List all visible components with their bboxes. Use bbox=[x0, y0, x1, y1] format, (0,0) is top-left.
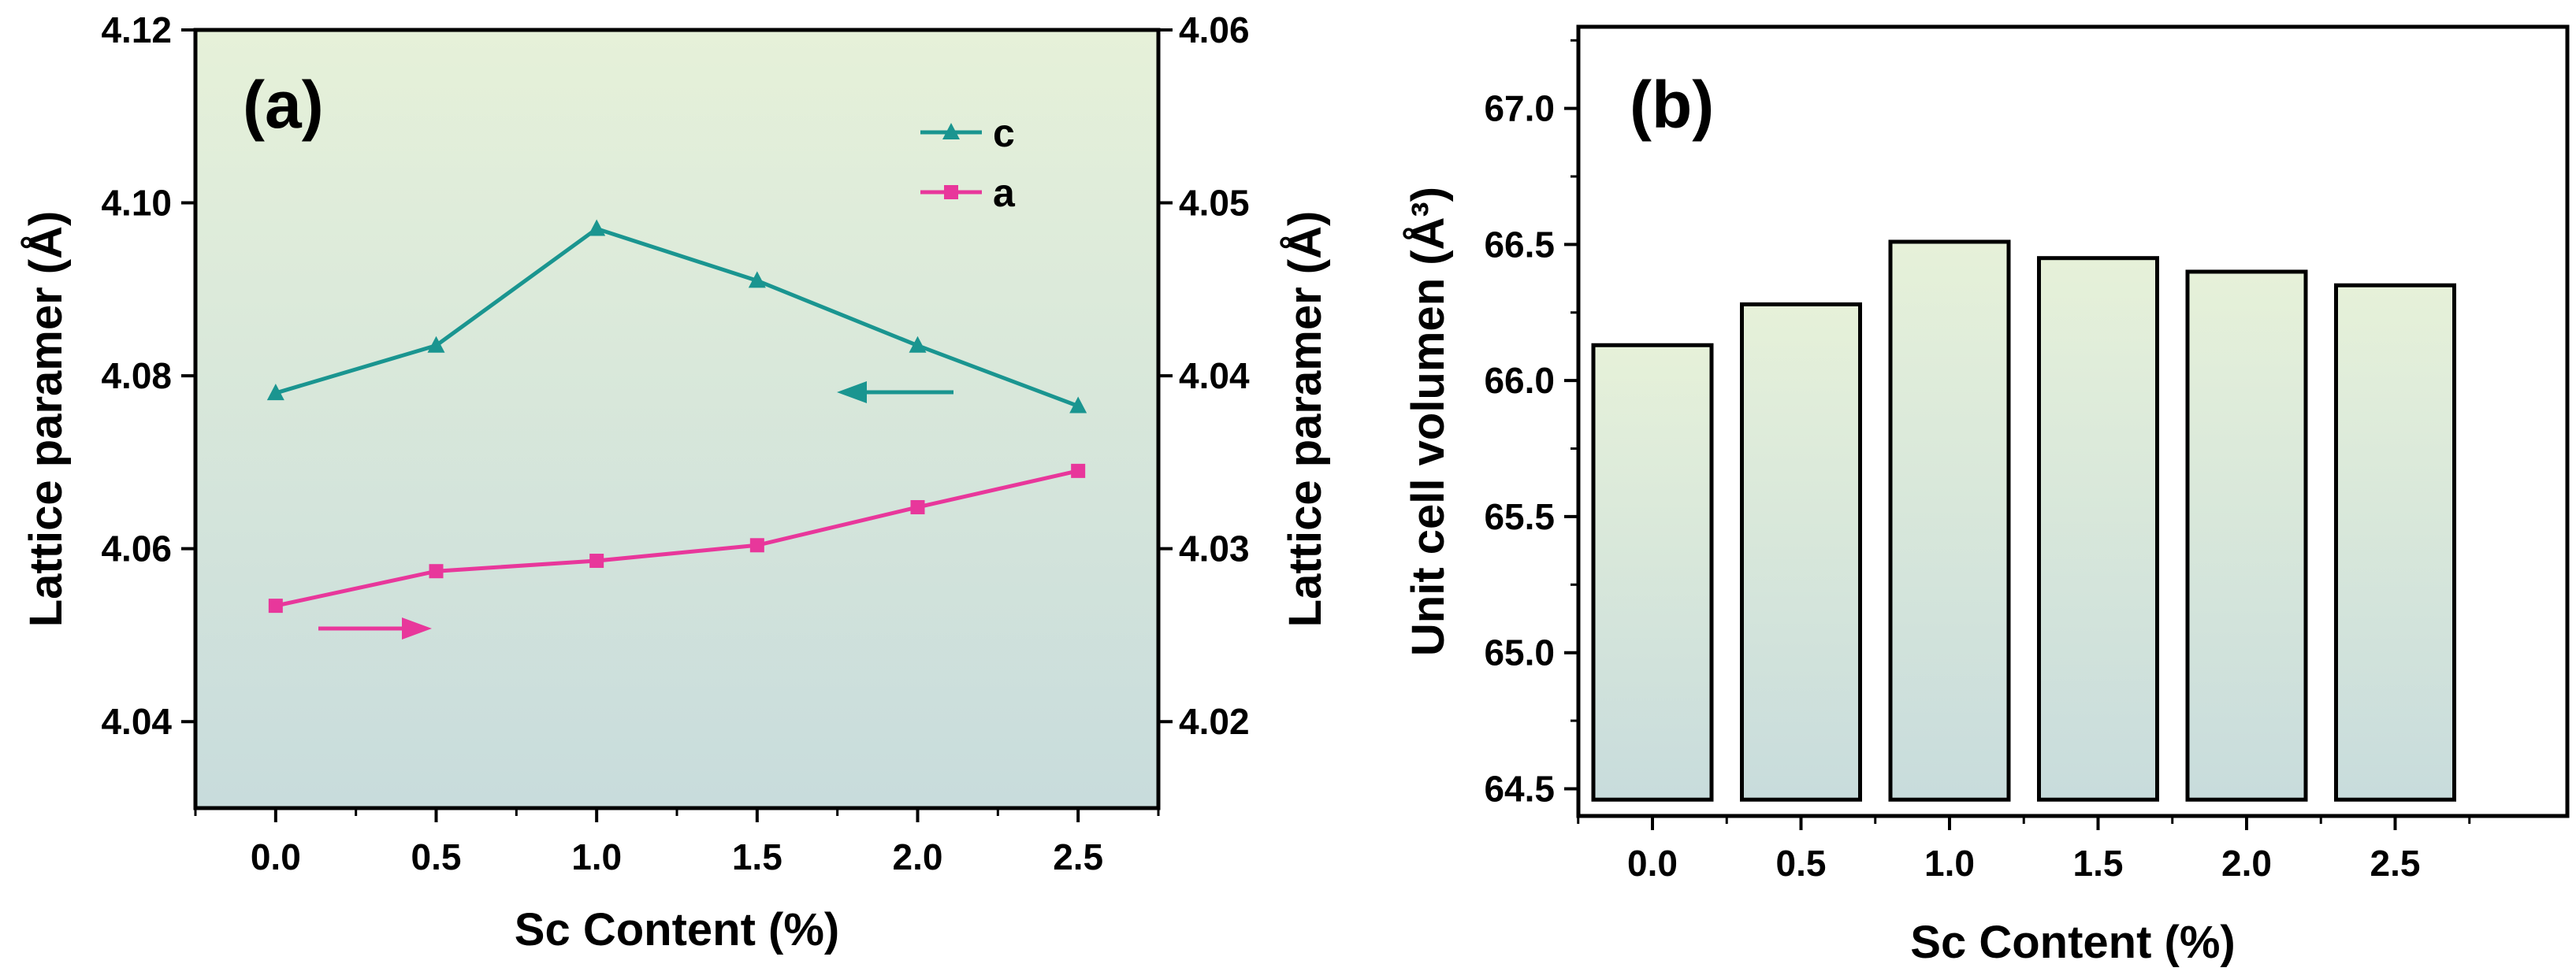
panel-a-label: (a) bbox=[243, 68, 324, 142]
panel-a-axis-arrows bbox=[318, 381, 953, 640]
panel-b-frame bbox=[1576, 24, 2570, 818]
x-tick-label: 0.5 bbox=[1776, 843, 1827, 884]
x-tick-label: 2.5 bbox=[1053, 836, 1103, 877]
left-y-tick-label: 4.08 bbox=[101, 355, 172, 396]
panel-a-series bbox=[266, 219, 1087, 614]
y-tick-label: 65.5 bbox=[1484, 496, 1555, 537]
left-y-tick-label: 4.06 bbox=[101, 528, 172, 569]
left-y-tick-label: 4.10 bbox=[101, 183, 172, 224]
series-line-a bbox=[275, 469, 1079, 608]
left-arrow-head bbox=[837, 381, 867, 403]
point-c bbox=[748, 271, 766, 288]
bar-2.5 bbox=[2334, 283, 2456, 802]
bar-1.5 bbox=[2037, 256, 2159, 802]
x-tick-label: 1.0 bbox=[1924, 843, 1975, 884]
point-a bbox=[589, 554, 604, 569]
left-y-tick-label: 4.12 bbox=[101, 9, 172, 50]
point-c bbox=[1069, 396, 1087, 413]
panel-a-ticks: 0.0 0.5 1.0 1.5 2.0 2.5 4.04 4.06 4.08 4.10 4.12 4.… bbox=[101, 9, 1249, 877]
panel-a-lattice-chart: 0.0 0.5 1.0 1.5 2.0 2.5 4.04 4.06 4.08 4.10 4.12 4.… bbox=[20, 9, 1331, 955]
right-arrow-head bbox=[402, 617, 432, 640]
x-tick-label: 0.0 bbox=[251, 836, 301, 877]
panel-a-left-y-axis-title: Lattice paramer (Å) bbox=[20, 211, 72, 628]
y-tick-label: 65.0 bbox=[1484, 632, 1555, 673]
point-a bbox=[1071, 463, 1086, 478]
x-tick-label: 2.5 bbox=[2370, 843, 2421, 884]
panel-a-legend: ca bbox=[920, 111, 1016, 215]
legend-marker-c bbox=[942, 123, 960, 139]
panel-a-plot-area bbox=[195, 30, 1158, 808]
x-tick-label: 1.5 bbox=[2073, 843, 2124, 884]
panel-b-y-axis-title: Unit cell volumen (Å³) bbox=[1403, 187, 1454, 656]
point-c bbox=[909, 336, 927, 353]
legend-label-a: a bbox=[993, 171, 1016, 215]
panel-b-x-axis-title: Sc Content (%) bbox=[1910, 917, 2235, 968]
x-tick-label: 0.5 bbox=[411, 836, 462, 877]
point-a bbox=[749, 538, 764, 553]
series-line-c bbox=[275, 226, 1080, 408]
x-tick-label: 1.0 bbox=[571, 836, 622, 877]
y-tick-label: 64.5 bbox=[1484, 768, 1555, 809]
legend-marker-a bbox=[944, 185, 958, 199]
point-c bbox=[588, 219, 606, 236]
right-y-tick-label: 4.03 bbox=[1179, 528, 1250, 569]
point-a bbox=[429, 564, 444, 579]
point-c bbox=[266, 384, 284, 401]
panel-a-right-y-axis-title: Lattice paramer (Å) bbox=[1280, 211, 1331, 628]
x-tick-label: 1.5 bbox=[732, 836, 782, 877]
right-y-tick-label: 4.02 bbox=[1179, 701, 1250, 742]
right-y-tick-label: 4.04 bbox=[1179, 355, 1250, 396]
bar-0.5 bbox=[1740, 302, 1862, 802]
right-y-tick-label: 4.05 bbox=[1179, 183, 1250, 224]
bar-1.0 bbox=[1888, 239, 2011, 802]
point-c bbox=[427, 336, 445, 353]
panel-b-bars bbox=[1591, 239, 2456, 802]
legend-label-c: c bbox=[993, 111, 1015, 155]
bar-2.0 bbox=[2185, 269, 2308, 802]
panel-b-volume-chart: 0.0 0.5 1.0 1.5 2.0 2.5 64.5 65.0 65.5 66.0 66.5 67… bbox=[1403, 24, 2570, 968]
panel-a-x-axis-title: Sc Content (%) bbox=[515, 904, 839, 955]
x-tick-label: 2.0 bbox=[893, 836, 943, 877]
x-tick-label: 2.0 bbox=[2221, 843, 2272, 884]
left-y-tick-label: 4.04 bbox=[101, 701, 172, 742]
y-tick-label: 67.0 bbox=[1484, 88, 1555, 129]
right-y-tick-label: 4.06 bbox=[1179, 9, 1250, 50]
panel-a-frame bbox=[193, 28, 1161, 810]
point-a bbox=[910, 499, 925, 514]
y-tick-label: 66.0 bbox=[1484, 360, 1555, 401]
bar-0.0 bbox=[1591, 343, 1714, 802]
x-tick-label: 0.0 bbox=[1627, 843, 1678, 884]
y-tick-label: 66.5 bbox=[1484, 224, 1555, 265]
point-a bbox=[268, 599, 283, 614]
panel-b-label: (b) bbox=[1630, 68, 1714, 142]
